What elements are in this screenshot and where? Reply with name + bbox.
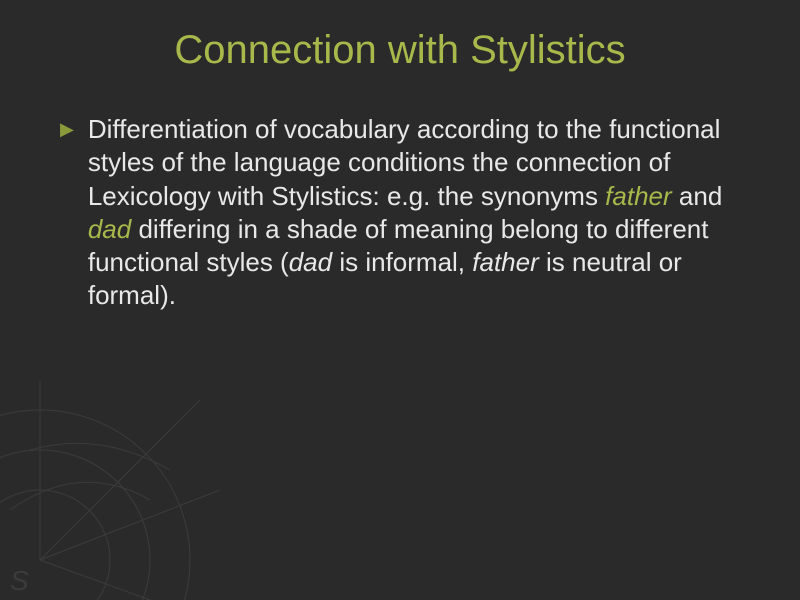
slide-title-container: Connection with Stylistics — [0, 0, 800, 93]
emphasis-word-father-1: father — [605, 181, 672, 211]
emphasis-word-dad-1: dad — [88, 214, 131, 244]
slide: S Connection with Stylistics ▶ Different… — [0, 0, 800, 600]
slide-content: ▶ Differentiation of vocabulary accordin… — [0, 93, 800, 313]
slide-title: Connection with Stylistics — [174, 28, 625, 72]
body-paragraph: Differentiation of vocabulary according … — [88, 113, 740, 313]
bullet-icon: ▶ — [60, 119, 74, 140]
emphasis-word-father-2: father — [472, 247, 539, 277]
background-decoration: S — [0, 340, 260, 600]
bullet-item: ▶ Differentiation of vocabulary accordin… — [60, 113, 740, 313]
body-seg-2: and — [672, 181, 723, 211]
body-seg-4: is informal, — [332, 247, 472, 277]
emphasis-word-dad-2: dad — [289, 247, 332, 277]
svg-text:S: S — [10, 565, 29, 596]
